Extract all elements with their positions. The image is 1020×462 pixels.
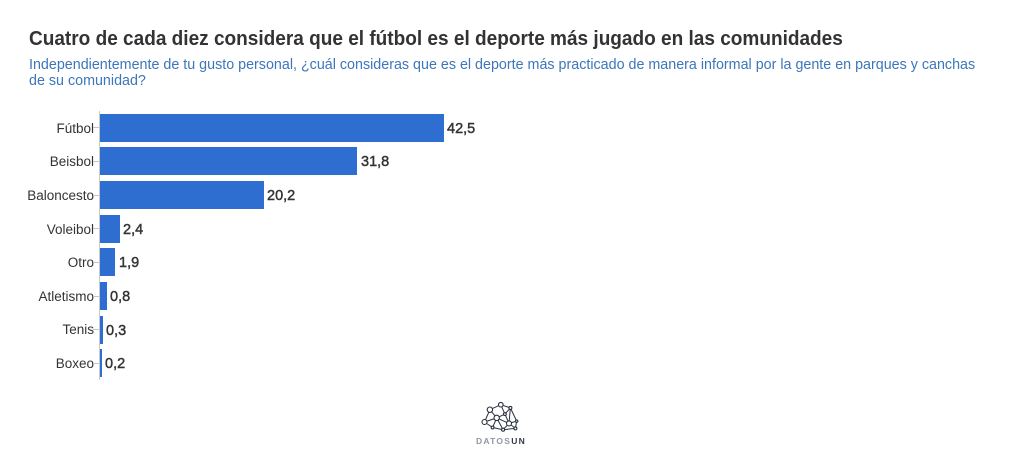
svg-text:DATOSUN: DATOSUN (476, 436, 526, 446)
